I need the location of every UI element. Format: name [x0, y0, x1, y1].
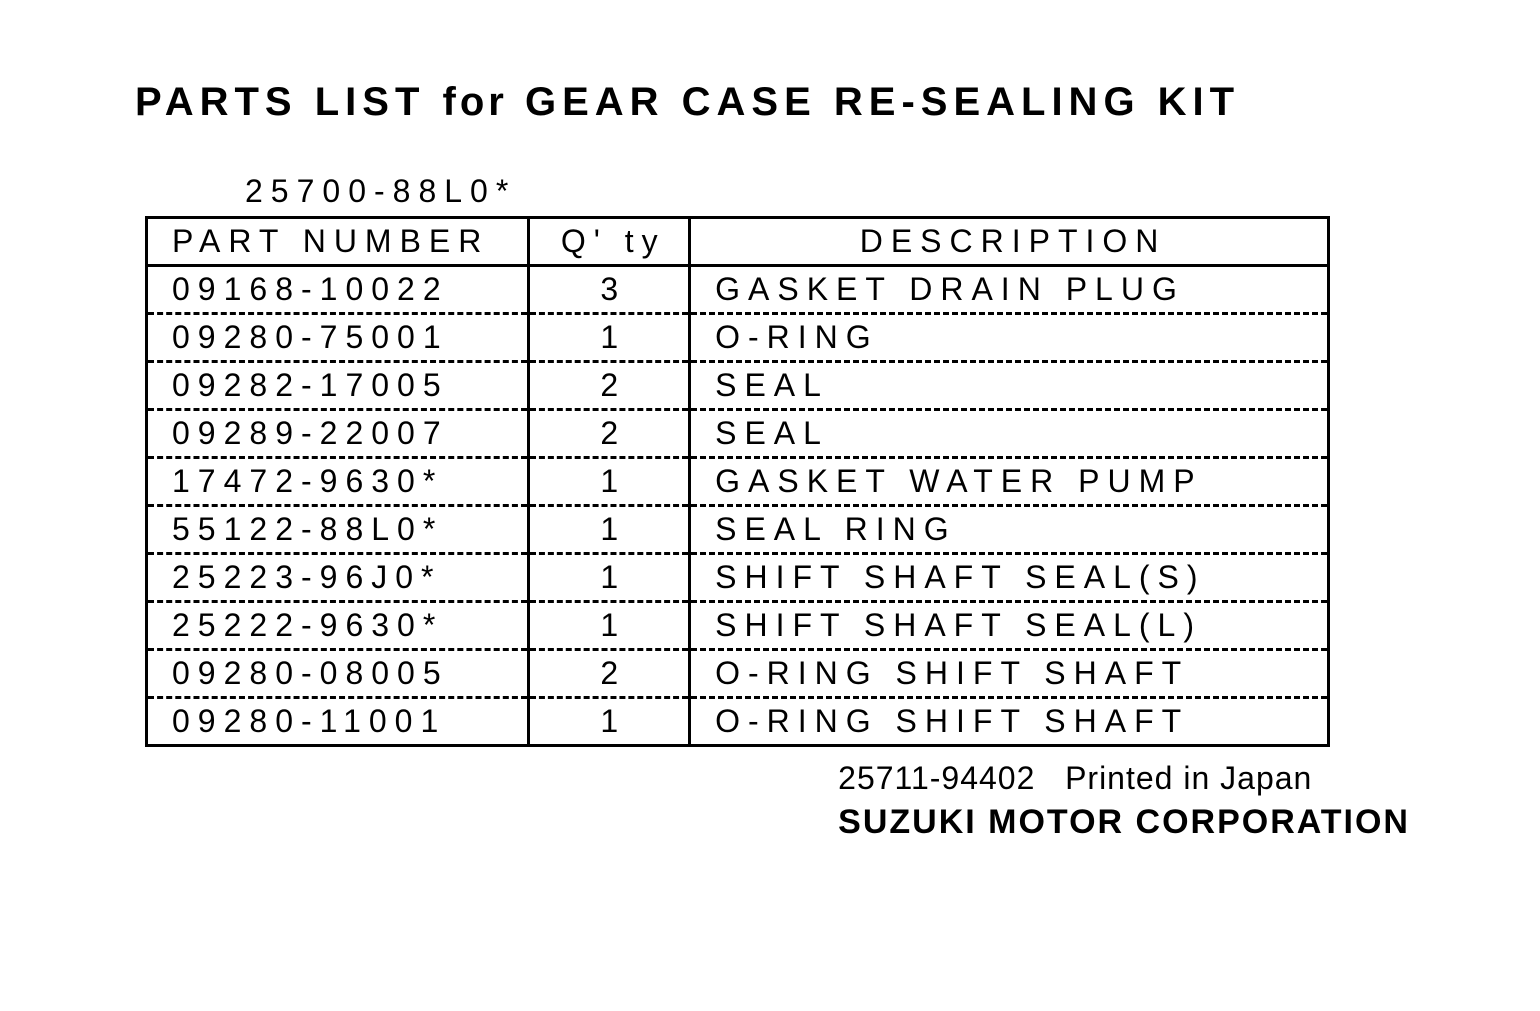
- cell-description: GASKET DRAIN PLUG: [690, 266, 1329, 314]
- cell-description: SEAL: [690, 410, 1329, 458]
- table-row: 25223-96J0* 1 SHIFT SHAFT SEAL(S): [147, 554, 1329, 602]
- cell-description: SHIFT SHAFT SEAL(L): [690, 602, 1329, 650]
- footer: 25711-94402 Printed in Japan SUZUKI MOTO…: [838, 760, 1410, 842]
- cell-description: O-RING SHIFT SHAFT: [690, 698, 1329, 746]
- table-row: 09280-11001 1 O-RING SHIFT SHAFT: [147, 698, 1329, 746]
- cell-description: SEAL: [690, 362, 1329, 410]
- cell-part-number: 09282-17005: [147, 362, 529, 410]
- title-for: for: [443, 80, 508, 124]
- cell-part-number: 09168-10022: [147, 266, 529, 314]
- parts-table: PART NUMBER Q' ty DESCRIPTION 09168-1002…: [145, 216, 1330, 747]
- cell-qty: 1: [529, 602, 690, 650]
- page: PARTS LIST for GEAR CASE RE-SEALING KIT …: [0, 0, 1540, 1011]
- kit-number: 25700-88L0*: [245, 173, 1420, 210]
- footer-printed: Printed in Japan: [1065, 760, 1312, 796]
- cell-qty: 3: [529, 266, 690, 314]
- cell-part-number: 09280-75001: [147, 314, 529, 362]
- cell-qty: 1: [529, 554, 690, 602]
- table-row: 09282-17005 2 SEAL: [147, 362, 1329, 410]
- cell-description: SEAL RING: [690, 506, 1329, 554]
- cell-qty: 1: [529, 458, 690, 506]
- title-suffix: GEAR CASE RE-SEALING KIT: [525, 80, 1240, 124]
- footer-line-1: 25711-94402 Printed in Japan: [838, 760, 1410, 797]
- cell-qty: 2: [529, 410, 690, 458]
- header-qty: Q' ty: [529, 218, 690, 266]
- header-part-number: PART NUMBER: [147, 218, 529, 266]
- page-title: PARTS LIST for GEAR CASE RE-SEALING KIT: [135, 80, 1420, 125]
- header-description: DESCRIPTION: [690, 218, 1329, 266]
- cell-part-number: 09289-22007: [147, 410, 529, 458]
- table-row: 25222-9630* 1 SHIFT SHAFT SEAL(L): [147, 602, 1329, 650]
- cell-part-number: 55122-88L0*: [147, 506, 529, 554]
- cell-qty: 2: [529, 650, 690, 698]
- table-row: 09280-75001 1 O-RING: [147, 314, 1329, 362]
- cell-description: GASKET WATER PUMP: [690, 458, 1329, 506]
- cell-part-number: 09280-08005: [147, 650, 529, 698]
- cell-description: O-RING: [690, 314, 1329, 362]
- cell-part-number: 25222-9630*: [147, 602, 529, 650]
- table-row: 09289-22007 2 SEAL: [147, 410, 1329, 458]
- footer-code: 25711-94402: [838, 760, 1035, 796]
- cell-description: SHIFT SHAFT SEAL(S): [690, 554, 1329, 602]
- cell-qty: 1: [529, 698, 690, 746]
- cell-part-number: 25223-96J0*: [147, 554, 529, 602]
- cell-qty: 2: [529, 362, 690, 410]
- table-row: 09280-08005 2 O-RING SHIFT SHAFT: [147, 650, 1329, 698]
- cell-qty: 1: [529, 506, 690, 554]
- table-row: 17472-9630* 1 GASKET WATER PUMP: [147, 458, 1329, 506]
- cell-part-number: 17472-9630*: [147, 458, 529, 506]
- title-prefix: PARTS LIST: [135, 80, 425, 124]
- table-row: 09168-10022 3 GASKET DRAIN PLUG: [147, 266, 1329, 314]
- table-row: 55122-88L0* 1 SEAL RING: [147, 506, 1329, 554]
- footer-company: SUZUKI MOTOR CORPORATION: [838, 803, 1410, 842]
- cell-qty: 1: [529, 314, 690, 362]
- cell-description: O-RING SHIFT SHAFT: [690, 650, 1329, 698]
- table-header-row: PART NUMBER Q' ty DESCRIPTION: [147, 218, 1329, 266]
- cell-part-number: 09280-11001: [147, 698, 529, 746]
